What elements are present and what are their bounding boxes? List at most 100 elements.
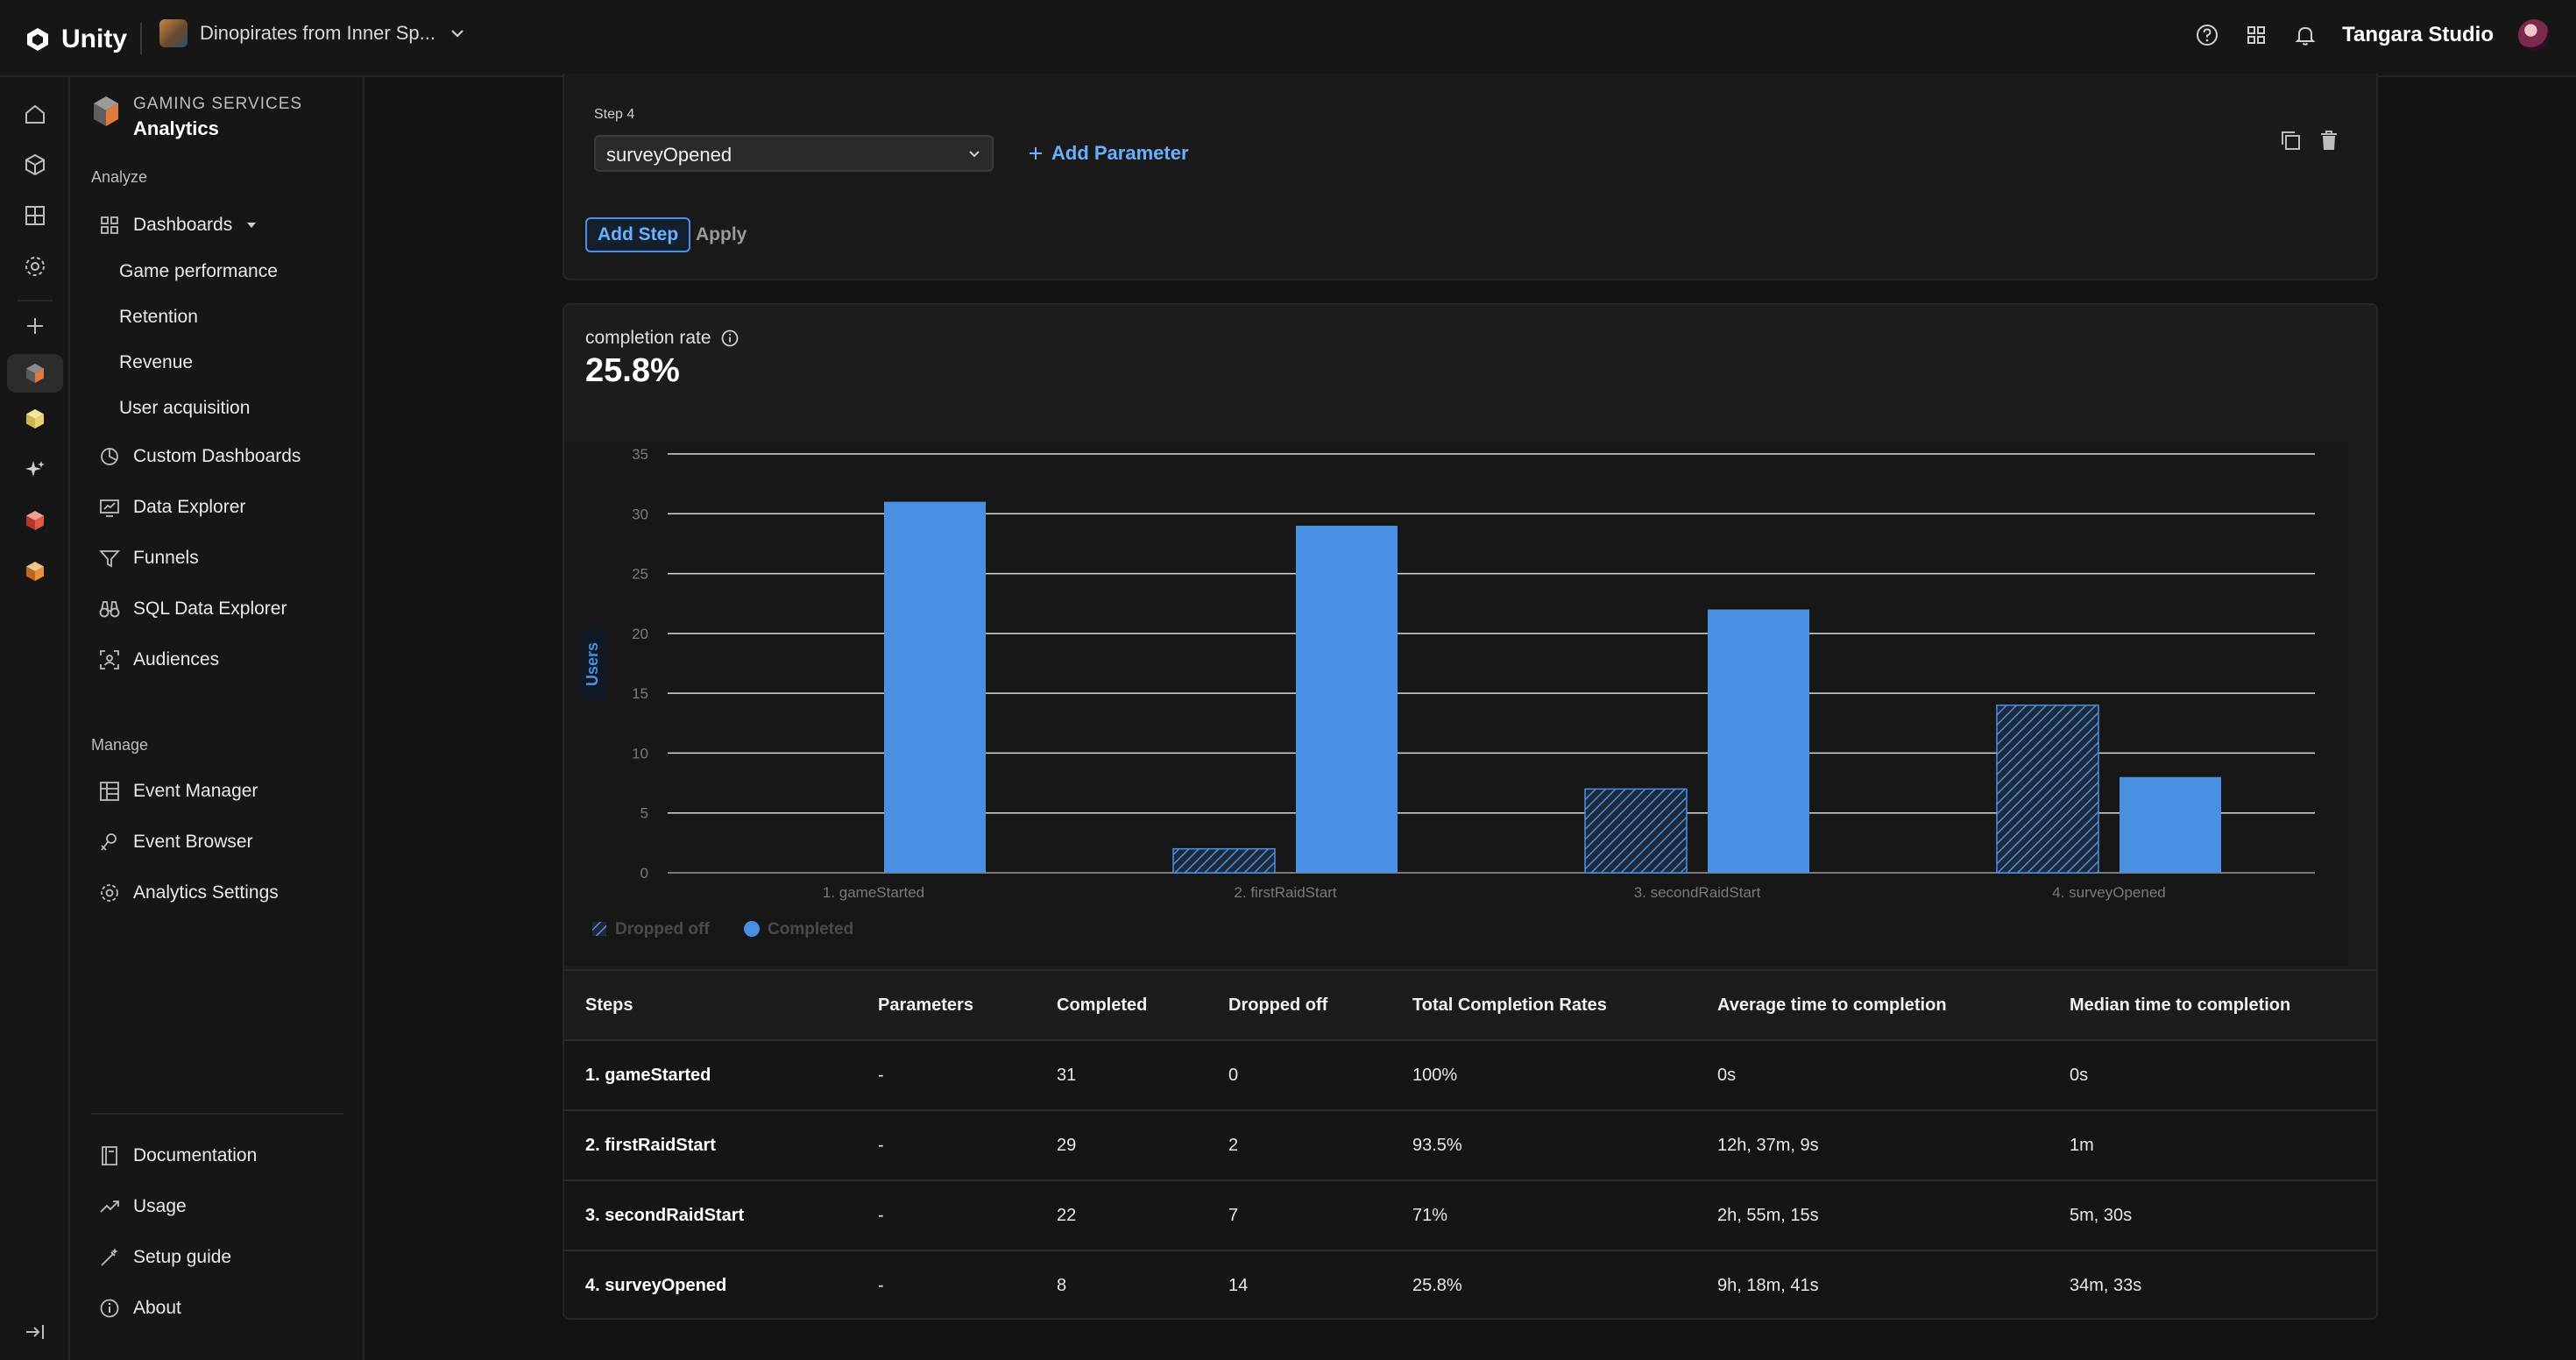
studio-name[interactable]: Tangara Studio bbox=[2342, 23, 2494, 46]
trend-icon bbox=[100, 1201, 119, 1213]
y-tick-label: 15 bbox=[632, 685, 648, 702]
rail-home[interactable] bbox=[19, 98, 51, 130]
median-time-cell: 0s bbox=[2049, 1040, 2376, 1111]
completion-rate-cell: 100% bbox=[1391, 1040, 1696, 1111]
rail-cloud-build[interactable] bbox=[19, 505, 51, 536]
column-header[interactable]: Average time to completion bbox=[1696, 969, 2049, 1041]
avg-time-cell: 0s bbox=[1696, 1040, 2049, 1111]
help-icon[interactable] bbox=[2195, 23, 2219, 47]
sidebar: GAMING SERVICES Analytics Analyze Dashbo… bbox=[70, 77, 364, 1360]
gear-icon bbox=[101, 884, 118, 902]
completed-bar[interactable] bbox=[1708, 609, 1809, 873]
plus-icon bbox=[1030, 147, 1042, 159]
add-step-button[interactable]: Add Step bbox=[585, 217, 691, 252]
rail-products[interactable] bbox=[19, 149, 51, 181]
step-event-select[interactable]: surveyOpened bbox=[594, 135, 994, 172]
sidebar-item-data-explorer[interactable]: Data Explorer bbox=[98, 496, 245, 519]
apps-grid-icon[interactable] bbox=[2244, 23, 2268, 47]
dropped-off-bar[interactable] bbox=[1584, 788, 1688, 874]
sidebar-item-retention[interactable]: Retention bbox=[119, 307, 198, 327]
rail-settings[interactable] bbox=[19, 251, 51, 282]
sidebar-item-usage[interactable]: Usage bbox=[98, 1195, 187, 1218]
sidebar-item-event-browser[interactable]: Event Browser bbox=[98, 831, 253, 854]
step-name-cell: 1. gameStarted bbox=[564, 1040, 857, 1111]
y-tick-label: 20 bbox=[632, 626, 648, 642]
step-name-cell: 2. firstRaidStart bbox=[564, 1110, 857, 1181]
y-tick-label: 10 bbox=[632, 745, 648, 761]
sidebar-item-user-acquisition[interactable]: User acquisition bbox=[119, 398, 251, 418]
y-axis-label: Users bbox=[580, 629, 605, 699]
sidebar-divider bbox=[91, 1113, 343, 1115]
y-tick-label: 35 bbox=[632, 446, 648, 463]
step-label: Step 4 bbox=[594, 107, 635, 122]
y-tick-label: 5 bbox=[640, 805, 648, 822]
completed-cell: 31 bbox=[1036, 1040, 1207, 1111]
plus-icon bbox=[27, 318, 43, 334]
dashboard-icon bbox=[101, 216, 118, 234]
column-header[interactable]: Steps bbox=[564, 969, 857, 1041]
sidebar-item-analytics-settings[interactable]: Analytics Settings bbox=[98, 882, 279, 904]
legend-dropped-off[interactable]: Dropped off bbox=[592, 920, 710, 939]
sidebar-item-label: Dashboards bbox=[133, 215, 233, 235]
table-header-row: Steps Parameters Completed Dropped off T… bbox=[564, 969, 2376, 1041]
info-icon[interactable] bbox=[720, 329, 740, 348]
completed-bar[interactable] bbox=[884, 501, 986, 873]
magic-wand-icon bbox=[101, 1248, 118, 1266]
analytics-cube-icon bbox=[94, 96, 118, 126]
rail-collapse[interactable] bbox=[19, 1316, 51, 1348]
sidebar-item-label: Data Explorer bbox=[133, 497, 246, 517]
rail-ai[interactable] bbox=[19, 454, 51, 485]
completed-bar[interactable] bbox=[1296, 525, 1398, 873]
legend-label: Completed bbox=[768, 920, 853, 939]
column-header[interactable]: Median time to completion bbox=[2049, 969, 2376, 1041]
avg-time-cell: 9h, 18m, 41s bbox=[1696, 1250, 2049, 1318]
rail-analytics[interactable] bbox=[7, 354, 63, 393]
column-header[interactable]: Total Completion Rates bbox=[1391, 969, 1696, 1041]
rail-asset-manager[interactable] bbox=[19, 556, 51, 587]
dropped-off-bar[interactable] bbox=[1996, 705, 2099, 874]
sidebar-item-dashboards[interactable]: Dashboards bbox=[98, 214, 258, 237]
legend-label: Dropped off bbox=[615, 920, 710, 939]
funnel-steps-table: Steps Parameters Completed Dropped off T… bbox=[564, 969, 2376, 1318]
dropped-off-bar[interactable] bbox=[1172, 847, 1276, 874]
add-parameter-button[interactable]: Add Parameter bbox=[1027, 142, 1189, 165]
rail-dashboard[interactable] bbox=[19, 200, 51, 231]
bell-icon[interactable] bbox=[2293, 23, 2318, 47]
dropped-off-cell: 14 bbox=[1207, 1250, 1391, 1318]
y-tick-label: 0 bbox=[640, 865, 648, 882]
grid-icon bbox=[25, 206, 45, 225]
sidebar-item-game-performance[interactable]: Game performance bbox=[119, 261, 278, 281]
rail-cloud-content[interactable] bbox=[19, 403, 51, 435]
x-tick-label: 4. surveyOpened bbox=[2052, 884, 2165, 901]
completion-rate-cell: 93.5% bbox=[1391, 1110, 1696, 1181]
sidebar-item-documentation[interactable]: Documentation bbox=[98, 1144, 257, 1167]
sidebar-item-setup-guide[interactable]: Setup guide bbox=[98, 1246, 231, 1269]
sidebar-item-audiences[interactable]: Audiences bbox=[98, 648, 219, 671]
sidebar-item-event-manager[interactable]: Event Manager bbox=[98, 780, 258, 803]
column-header[interactable]: Completed bbox=[1036, 969, 1207, 1041]
completed-bar[interactable] bbox=[2120, 776, 2221, 873]
info-icon bbox=[100, 1299, 119, 1318]
duplicate-icon[interactable] bbox=[2278, 128, 2303, 152]
column-header[interactable]: Dropped off bbox=[1207, 969, 1391, 1041]
trash-icon[interactable] bbox=[2317, 128, 2341, 152]
avatar[interactable] bbox=[2518, 19, 2550, 51]
sidebar-item-revenue[interactable]: Revenue bbox=[119, 352, 194, 372]
apply-button[interactable]: Apply bbox=[696, 224, 747, 244]
unity-brand[interactable]: Unity bbox=[25, 25, 127, 54]
sidebar-item-label: Audiences bbox=[133, 649, 220, 669]
completed-cell: 22 bbox=[1036, 1180, 1207, 1251]
rail-add[interactable] bbox=[19, 310, 51, 342]
avg-time-cell: 12h, 37m, 9s bbox=[1696, 1110, 2049, 1181]
sidebar-item-label: Setup guide bbox=[133, 1247, 232, 1267]
column-header[interactable]: Parameters bbox=[857, 969, 1036, 1041]
funnel-icon bbox=[98, 550, 121, 568]
legend-completed[interactable]: Completed bbox=[744, 920, 853, 939]
project-selector[interactable]: Dinopirates from Inner Sp... bbox=[159, 19, 467, 47]
sidebar-item-funnels[interactable]: Funnels bbox=[98, 547, 199, 570]
sidebar-item-custom-dashboards[interactable]: Custom Dashboards bbox=[98, 445, 301, 468]
table-row: 4. surveyOpened - 8 14 25.8% 9h, 18m, 41… bbox=[564, 1250, 2376, 1318]
sidebar-item-sql-data-explorer[interactable]: SQL Data Explorer bbox=[98, 598, 287, 620]
sidebar-item-about[interactable]: About bbox=[98, 1297, 181, 1320]
sidebar-item-label: Usage bbox=[133, 1196, 187, 1216]
